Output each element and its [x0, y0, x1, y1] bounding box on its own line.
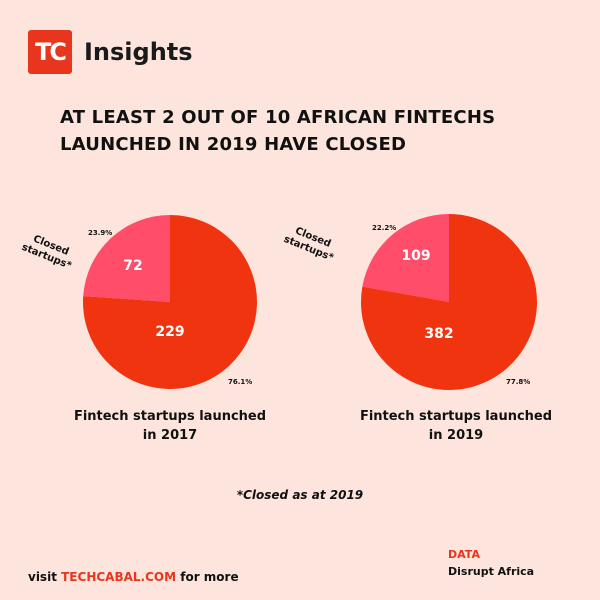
techcabal-logo: TC: [28, 30, 72, 74]
visit-suffix: for more: [180, 570, 239, 584]
pie-caption-2019: Fintech startups launched in 2019: [359, 409, 553, 443]
header: TC Insights: [28, 30, 193, 74]
pie-2019-slice-operating: [360, 214, 537, 390]
pie-2019-closed-label: Closedstartups*: [282, 223, 340, 264]
visit-prefix: visit: [28, 570, 57, 584]
source-label: DATA: [448, 548, 480, 561]
source-value: Disrupt Africa: [448, 565, 535, 578]
pie-caption-2017: Fintech startups launched in 2017: [73, 409, 267, 443]
pie-2017-closed-label: Closedstartups*: [20, 231, 78, 272]
pie-2017-value-label-0: 72: [123, 258, 142, 274]
brand-name: Insights: [84, 38, 193, 66]
pie-2017-value-label-1: 229: [155, 324, 184, 340]
pie-2019-value-label-0: 109: [401, 248, 430, 264]
pie-2019-value-label-1: 382: [424, 326, 453, 342]
pie-2019-slice-closed: [362, 214, 449, 302]
visit-line: visit TECHCABAL.COM for more: [28, 570, 239, 584]
pie-2017-slice-operating: [82, 215, 257, 389]
chart-title: AT LEAST 2 OUT OF 10 AFRICAN FINTECHS LA…: [60, 107, 496, 155]
site-link[interactable]: TECHCABAL.COM: [61, 570, 177, 584]
footnote: *Closed as at 2019: [236, 488, 364, 502]
pie-2019-percent-label-1: 77.8%: [506, 378, 530, 386]
pie-2017-percent-label-1: 76.1%: [228, 378, 252, 386]
pie-2017-percent-label-0: 23.9%: [88, 229, 112, 237]
pie-2019-percent-label-0: 22.2%: [372, 224, 396, 232]
pie-2017-slice-closed: [83, 215, 170, 302]
